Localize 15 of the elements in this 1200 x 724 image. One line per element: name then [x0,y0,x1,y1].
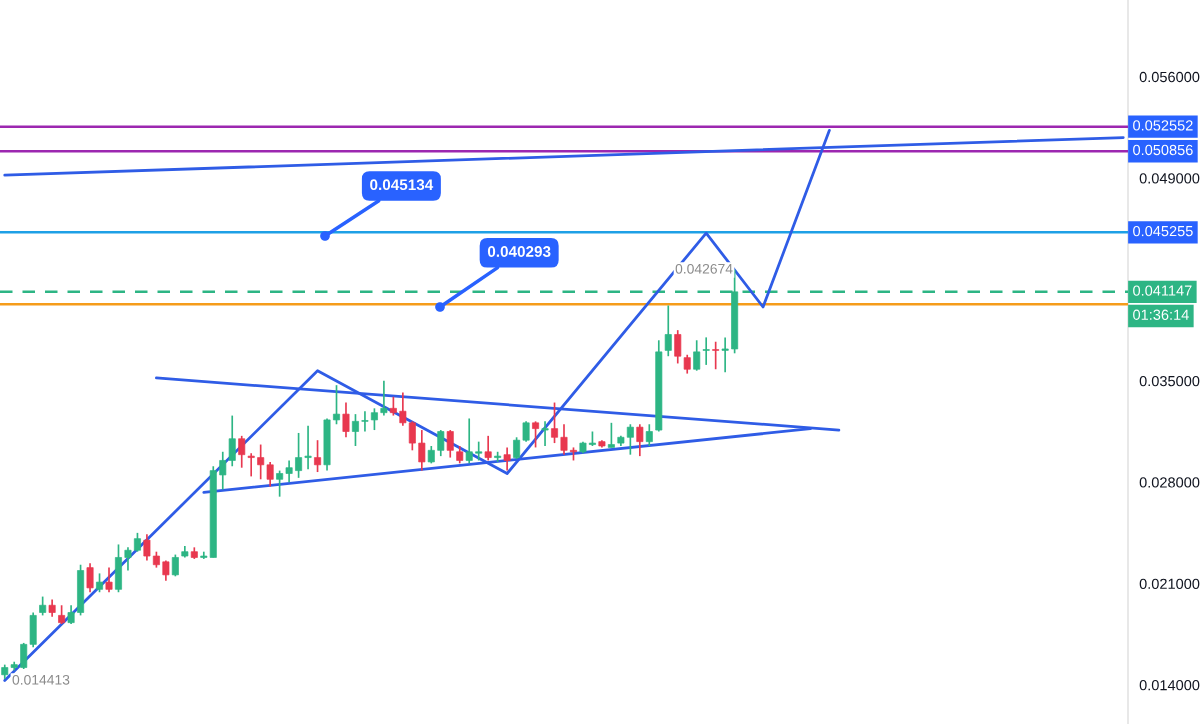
ref-line-label: 0.045255 [1133,225,1193,237]
y-tick-label: 0.056000 [1139,71,1200,83]
ref-line-label: 0.041147 [1133,285,1192,296]
text: 01:36:14 [1133,309,1189,320]
y-tick-label: 0.021000 [1139,578,1200,589]
y-tick-label: 0.035000 [1139,375,1200,387]
annotation: 0.040293 [487,246,551,257]
y-tick-label: 0.014000 [1139,680,1200,691]
ref-line-label: 0.050856 [1133,144,1193,156]
annotation: 0.042674 [675,263,733,274]
y-tick-label: 0.049000 [1139,173,1200,184]
ref-line-label: 0.052552 [1133,120,1193,131]
y-tick-label: 0.028000 [1139,477,1200,488]
annotation: 0.014413 [12,674,70,685]
annotation: 0.045134 [370,179,434,191]
